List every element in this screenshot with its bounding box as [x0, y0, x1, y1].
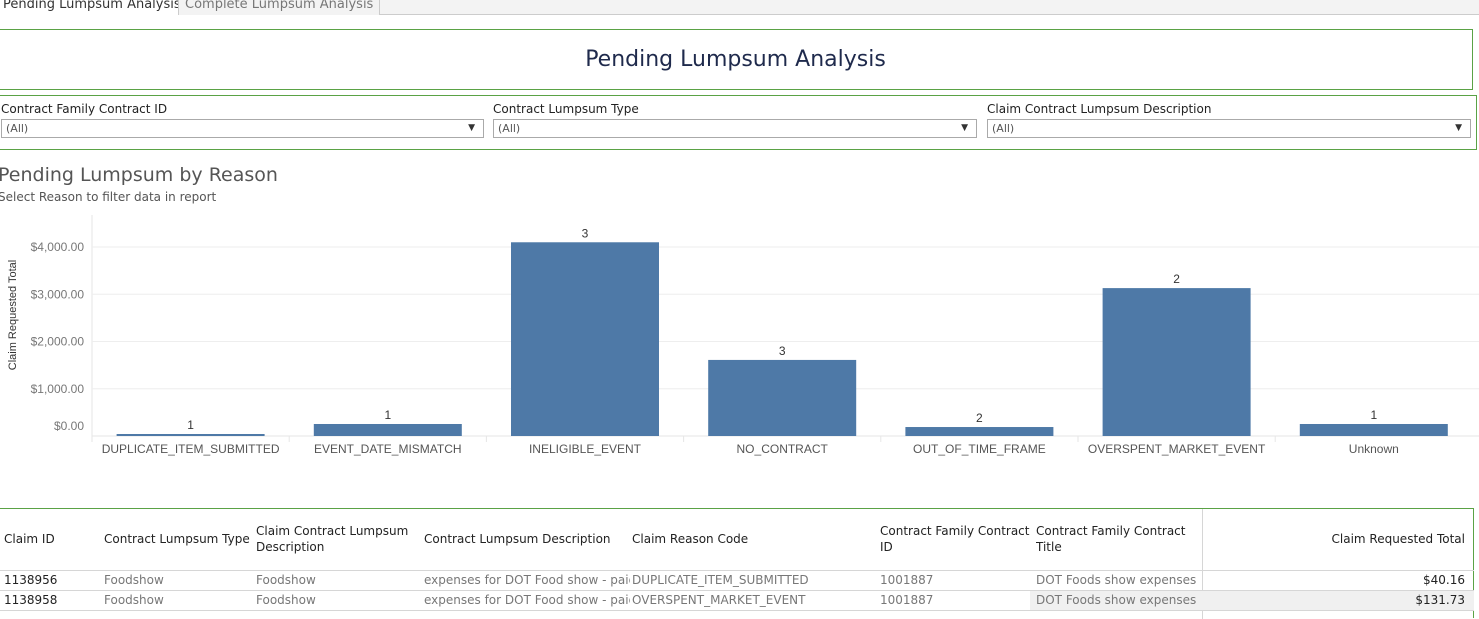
bar-unknown[interactable]	[1299, 423, 1448, 436]
column-header: Claim ID	[4, 532, 55, 546]
column-header: Contract Lumpsum Description	[424, 532, 611, 546]
x-tick-label[interactable]: NO_CONTRACT	[737, 442, 829, 456]
filter-contract-id: Contract Family Contract ID (All) ▼	[1, 102, 484, 138]
x-tick-label[interactable]: DUPLICATE_ITEM_SUBMITTED	[102, 442, 280, 456]
page-title: Pending Lumpsum Analysis	[585, 47, 886, 72]
table-cell: DOT Foods show expenses 2..	[1036, 593, 1201, 607]
dropdown-arrow-icon: ▼	[1455, 123, 1462, 133]
column-header: Contract Lumpsum Type	[104, 532, 250, 546]
tab-pending-lumpsum[interactable]: Pending Lumpsum Analysis	[0, 0, 187, 15]
bar-count-label: 3	[779, 344, 786, 358]
table-cell: $131.73	[1415, 593, 1465, 607]
title-box: Pending Lumpsum Analysis	[0, 29, 1473, 90]
column-header: Claim Contract Lumpsum Description	[256, 524, 409, 554]
table-cell: 1138958	[4, 593, 58, 607]
table-cell: Foodshow	[104, 573, 164, 587]
contract-id-dropdown[interactable]: (All) ▼	[1, 119, 484, 138]
claims-table: Claim ID Contract Lumpsum Type Claim Contr…	[0, 508, 1474, 619]
lumpsum-type-dropdown[interactable]: (All) ▼	[493, 119, 977, 138]
table-cell: Foodshow	[256, 593, 316, 607]
y-tick-label: $1,000.00	[31, 382, 85, 396]
tab-bar: Pending Lumpsum Analysis Complete Lumpsu…	[0, 0, 1479, 15]
table-cell: 1001887	[880, 593, 934, 607]
column-header: Claim Requested Total	[1331, 532, 1466, 546]
column-divider	[1202, 509, 1203, 619]
bar-out_of_time_frame[interactable]	[905, 427, 1054, 436]
y-tick-label: $2,000.00	[31, 335, 85, 349]
table-cell: Foodshow	[104, 593, 164, 607]
row-divider	[0, 570, 1474, 571]
bar-count-label: 1	[187, 418, 194, 432]
table-cell: $40.16	[1423, 573, 1465, 587]
row-divider	[0, 590, 1474, 591]
dropdown-arrow-icon: ▼	[961, 123, 968, 133]
x-tick-label[interactable]: INELIGIBLE_EVENT	[529, 442, 642, 456]
row-highlight	[1030, 591, 1474, 610]
bar-count-label: 3	[582, 226, 589, 240]
y-tick-label: $0.00	[54, 419, 84, 433]
table-cell: expenses for DOT Food show - paid..	[424, 573, 630, 587]
table-cell: DUPLICATE_ITEM_SUBMITTED	[632, 573, 809, 587]
bar-count-label: 2	[1173, 272, 1180, 286]
tab-complete-lumpsum[interactable]: Complete Lumpsum Analysis	[178, 0, 381, 15]
claim-description-dropdown[interactable]: (All) ▼	[987, 119, 1471, 138]
table-cell: 1138956	[4, 573, 58, 587]
x-tick-label[interactable]: Unknown	[1349, 442, 1399, 456]
bar-count-label: 2	[976, 411, 983, 425]
column-header: Contract Family Contract Title	[1036, 524, 1186, 554]
reason-bar-chart: $0.00 $1,000.00 $2,000.00 $3,000.00 $4,000.0…	[7, 215, 1479, 456]
bar-overspent_market_event[interactable]	[1102, 288, 1251, 436]
chart-title: Pending Lumpsum by Reason	[0, 164, 278, 186]
bar-duplicate_item_submitted[interactable]	[116, 434, 265, 436]
y-tick-label: $3,000.00	[31, 287, 85, 301]
chart-subtitle: Select Reason to filter data in report	[0, 190, 217, 204]
filter-lumpsum-type: Contract Lumpsum Type (All) ▼	[493, 102, 977, 138]
table-cell: 1001887	[880, 573, 934, 587]
dropdown-value: (All)	[6, 122, 29, 135]
y-tick-label: $4,000.00	[31, 240, 85, 254]
y-axis-title: Claim Requested Total	[7, 260, 19, 370]
table-cell: DOT Foods show expenses 2..	[1036, 573, 1201, 587]
column-header: Claim Reason Code	[632, 532, 749, 546]
dropdown-arrow-icon: ▼	[468, 123, 475, 133]
row-divider	[0, 610, 1474, 611]
dropdown-value: (All)	[498, 122, 521, 135]
bar-count-label: 1	[1370, 408, 1377, 422]
table-cell: OVERSPENT_MARKET_EVENT	[632, 593, 806, 607]
filter-bar: Contract Family Contract ID (All) ▼ Contr…	[0, 95, 1477, 150]
bar-ineligible_event[interactable]	[511, 242, 659, 436]
table-cell: Foodshow	[256, 573, 316, 587]
filter-label: Contract Lumpsum Type	[493, 102, 639, 116]
bar-count-label: 1	[384, 408, 391, 422]
filter-label: Claim Contract Lumpsum Description	[987, 102, 1212, 116]
column-header: Contract Family Contract ID	[880, 524, 1030, 554]
x-tick-label[interactable]: OVERSPENT_MARKET_EVENT	[1088, 442, 1266, 456]
filter-label: Contract Family Contract ID	[1, 102, 168, 116]
dropdown-value: (All)	[992, 122, 1015, 135]
bar-no_contract[interactable]	[708, 359, 857, 436]
x-tick-label[interactable]: OUT_OF_TIME_FRAME	[913, 442, 1046, 456]
bar-event_date_mismatch[interactable]	[313, 423, 462, 436]
filter-claim-description: Claim Contract Lumpsum Description (All)…	[987, 102, 1471, 138]
table-cell: expenses for DOT Food show - paid..	[424, 593, 630, 607]
x-tick-label[interactable]: EVENT_DATE_MISMATCH	[314, 442, 462, 456]
